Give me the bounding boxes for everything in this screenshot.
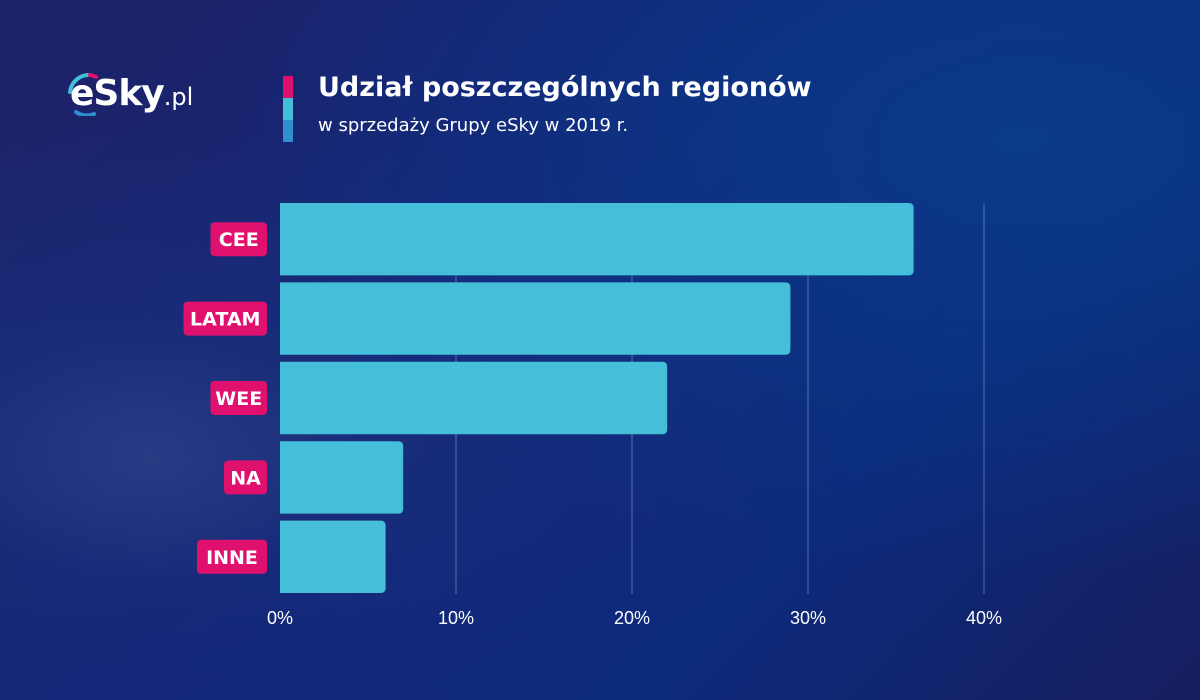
x-tick-label: 0% xyxy=(267,608,293,628)
category-label: WEE xyxy=(215,388,262,410)
bar-latam xyxy=(280,282,791,355)
bar-wee xyxy=(280,361,668,435)
title-bar-blue xyxy=(283,120,293,142)
category-label-badge xyxy=(210,222,267,257)
logo-suffix: .pl xyxy=(163,83,194,111)
category-label: LATAM xyxy=(190,309,260,331)
logo-wordmark: eSky.pl xyxy=(70,68,193,123)
category-label: INNE xyxy=(206,547,258,569)
category-label: NA xyxy=(230,467,261,489)
category-label-badge xyxy=(210,381,267,415)
logo-arc-icon xyxy=(68,73,98,116)
x-tick-label: 30% xyxy=(790,608,826,628)
bar-inne xyxy=(280,520,386,593)
title-color-bar xyxy=(283,76,293,142)
category-label-badge xyxy=(224,460,267,495)
category-label-badge xyxy=(197,539,267,574)
chart-subtitle: w sprzedaży Grupy eSky w 2019 r. xyxy=(318,115,629,136)
bar-cee xyxy=(280,203,914,276)
category-label-badge xyxy=(183,301,267,336)
title-bar-cyan xyxy=(283,98,293,120)
x-tick-label: 20% xyxy=(614,608,650,628)
category-label: CEE xyxy=(219,229,259,251)
x-tick-label: 40% xyxy=(966,608,1002,628)
bar-na xyxy=(280,441,404,514)
title-bar-pink xyxy=(283,76,293,98)
chart-title: Udział poszczególnych regionów xyxy=(318,72,812,103)
logo-text: eSky xyxy=(70,73,165,114)
x-tick-label: 10% xyxy=(438,608,474,628)
